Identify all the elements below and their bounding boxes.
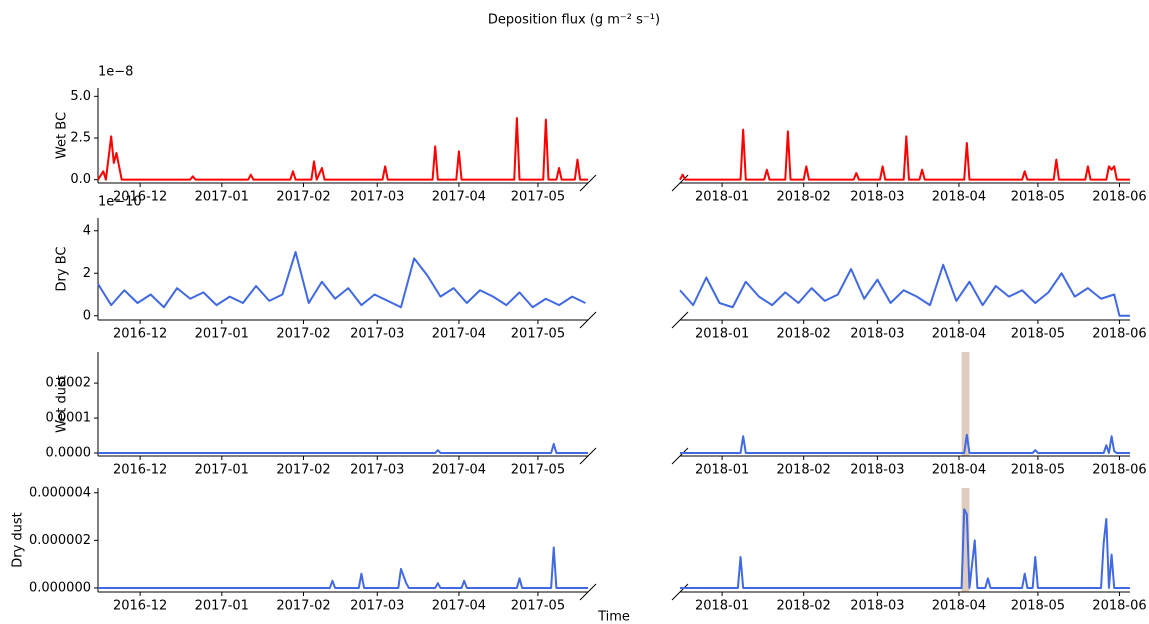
x-tick-label: 2018-03 [850,190,904,205]
x-tick-label: 2018-05 [1011,190,1065,205]
x-tick-label: 2018-01 [695,327,749,342]
y-axis-label: Wet dust [55,375,70,433]
x-tick-label: 2017-05 [511,327,565,342]
x-tick-label: 2018-03 [850,327,904,342]
data-line [680,433,1130,454]
x-tick-label: 2016-12 [113,190,167,205]
x-tick-label: 2017-03 [350,463,404,478]
data-line [679,263,1130,317]
data-line [98,546,588,589]
axis-break [671,583,689,601]
y-tick-label: 0.000000 [29,580,91,595]
axis-break [579,311,597,329]
figure-title: Deposition flux (g m⁻² s⁻¹) [488,13,660,28]
x-tick-label: 2017-01 [195,463,249,478]
y-tick-label: 0.0000 [46,445,92,460]
y-tick-label: 0.0002 [46,376,92,391]
y-tick-label: 0.0001 [46,411,92,426]
x-tick-label: 2016-12 [113,463,167,478]
highlight-span [961,488,970,592]
x-tick-label: 2016-12 [113,599,167,614]
x-tick-label: 2018-06 [1092,327,1146,342]
x-tick-label: 2018-04 [932,599,986,614]
y-axis-label: Wet BC [55,112,70,159]
x-tick-label: 2017-05 [511,599,565,614]
x-tick-label: 2018-02 [777,190,831,205]
y-tick-label: 0 [83,308,91,323]
axis-break [671,447,689,465]
x-tick-label: 2017-01 [195,327,249,342]
y-axis-label: Dry dust [11,512,26,568]
x-tick-label: 2018-06 [1092,599,1146,614]
axis-break [579,174,597,192]
x-tick-label: 2018-06 [1092,190,1146,205]
x-tick-label: 2018-04 [932,327,986,342]
highlight-span [961,352,970,456]
x-tick-label: 2017-02 [276,327,330,342]
x-tick-label: 2017-02 [276,190,330,205]
x-tick-label: 2017-01 [195,190,249,205]
x-tick-label: 2017-04 [432,463,486,478]
x-tick-label: 2017-05 [511,190,565,205]
x-tick-label: 2018-03 [850,463,904,478]
x-tick-label: 2017-05 [511,463,565,478]
y-tick-label: 0.000004 [29,485,91,500]
x-tick-label: 2018-04 [932,190,986,205]
x-tick-label: 2018-04 [932,463,986,478]
x-axis-label: Time [597,610,630,624]
x-tick-label: 2018-02 [777,463,831,478]
data-line [679,128,1130,181]
y-tick-label: 4 [83,223,91,238]
axis-break [671,311,689,329]
y-tick-label: 0.000002 [29,533,91,548]
offset-label: 1e−10 [98,195,142,210]
offset-label: 1e−8 [98,65,133,80]
axis-break [579,583,597,601]
x-tick-label: 2016-12 [113,327,167,342]
y-tick-label: 5.0 [70,89,91,104]
x-tick-label: 2018-01 [695,599,749,614]
x-tick-label: 2018-03 [850,599,904,614]
x-tick-label: 2018-01 [695,463,749,478]
x-tick-label: 2018-05 [1011,327,1065,342]
y-axis-label: Dry BC [55,247,70,292]
x-tick-label: 2017-04 [432,190,486,205]
y-tick-label: 2 [83,266,91,281]
x-tick-label: 2017-03 [350,599,404,614]
data-line [97,251,586,309]
x-tick-label: 2018-05 [1011,463,1065,478]
data-line [680,508,1130,589]
x-tick-label: 2017-01 [195,599,249,614]
x-tick-label: 2017-02 [276,463,330,478]
data-line [97,117,588,181]
x-tick-label: 2017-04 [432,599,486,614]
x-tick-label: 2017-02 [276,599,330,614]
x-tick-label: 2018-01 [695,190,749,205]
x-tick-label: 2017-03 [350,327,404,342]
x-tick-label: 2018-02 [777,599,831,614]
y-tick-label: 0.0 [70,172,91,187]
axis-break [579,447,597,465]
x-tick-label: 2017-04 [432,327,486,342]
x-tick-label: 2018-05 [1011,599,1065,614]
x-tick-label: 2018-06 [1092,463,1146,478]
y-tick-label: 2.5 [70,131,91,146]
x-tick-label: 2018-02 [777,327,831,342]
x-tick-label: 2017-03 [350,190,404,205]
data-line [98,442,588,454]
